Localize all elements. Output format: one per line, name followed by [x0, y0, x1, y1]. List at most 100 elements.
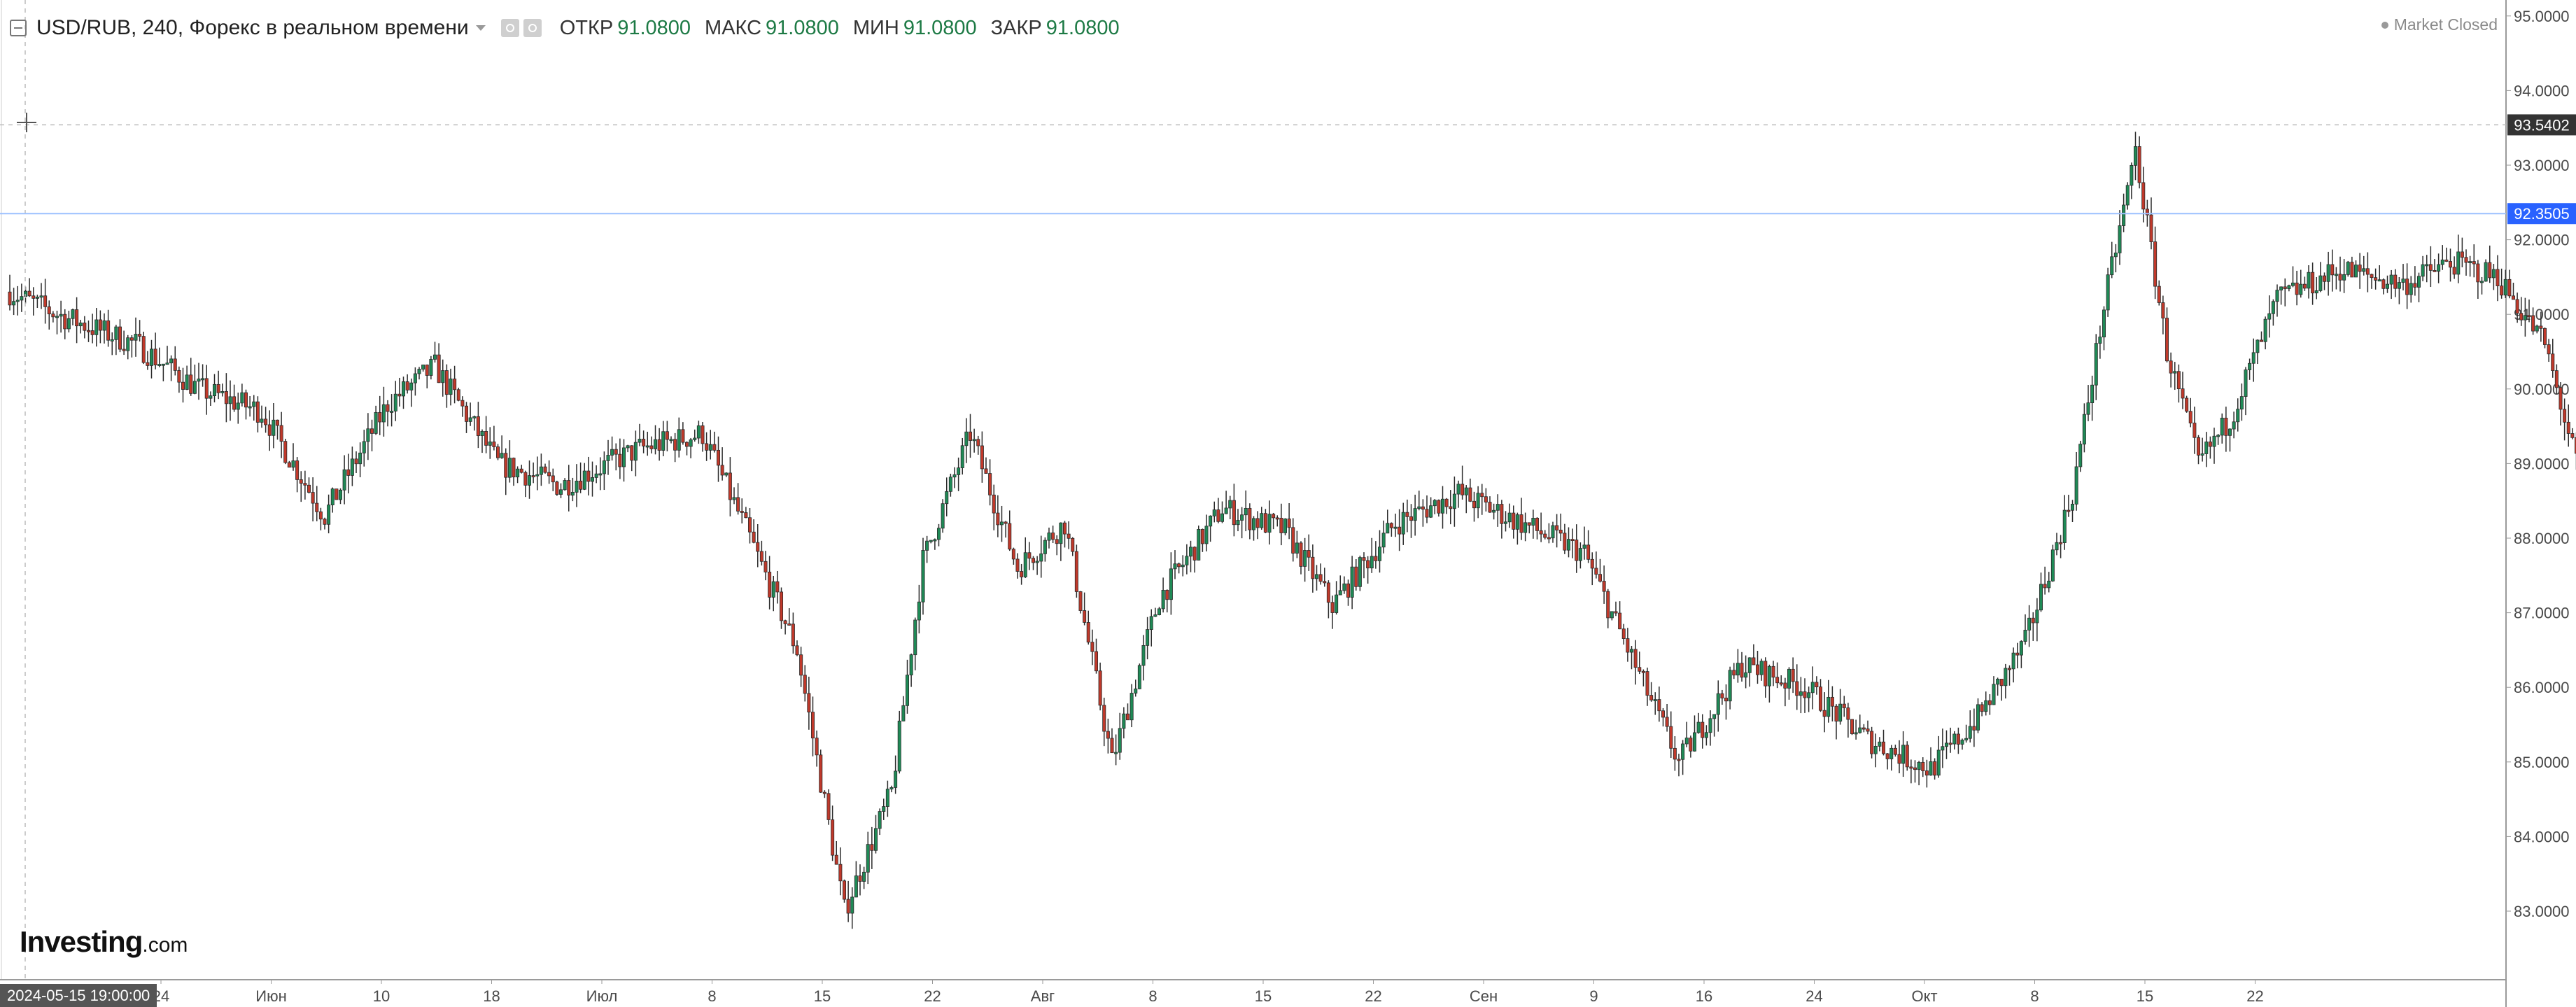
- candle-up: [1267, 514, 1272, 533]
- candle-down: [1740, 663, 1744, 678]
- candle-down: [2460, 251, 2464, 258]
- x-tick-label: 16: [1696, 987, 1712, 1005]
- candle-down: [858, 875, 862, 882]
- candle-down: [2365, 268, 2370, 275]
- plot-area[interactable]: [0, 0, 2506, 980]
- candle-up: [1551, 525, 1555, 539]
- candle-up: [1507, 512, 1512, 523]
- candle-down: [1055, 539, 1059, 544]
- chevron-down-icon[interactable]: [475, 25, 486, 31]
- candle-up: [2070, 503, 2075, 511]
- candle-down: [75, 309, 79, 327]
- candle-down: [1602, 581, 1606, 592]
- candle-down: [779, 591, 784, 621]
- candle-up: [468, 417, 472, 422]
- candle-up: [2004, 668, 2008, 686]
- candle-down: [2188, 411, 2193, 423]
- candle-down: [1732, 670, 1736, 676]
- candle-down: [279, 425, 283, 442]
- candle-down: [2381, 279, 2386, 289]
- candle-up: [291, 460, 295, 468]
- candle-up: [1161, 589, 1165, 610]
- candle-down: [1409, 516, 1414, 521]
- candle-down: [2405, 279, 2409, 295]
- candle-down: [1590, 558, 1594, 569]
- candle-down: [996, 512, 1000, 526]
- ohlc-close-label: ЗАКР: [990, 16, 1042, 39]
- candle-up: [1220, 513, 1225, 522]
- settings-icon[interactable]: [500, 19, 519, 37]
- candle-down: [846, 899, 850, 914]
- candle-down: [1771, 666, 1775, 678]
- candle-up: [55, 316, 59, 318]
- candle-up: [327, 505, 331, 525]
- candle-down: [287, 462, 291, 468]
- candle-up: [1047, 533, 1051, 541]
- candle-down: [129, 337, 134, 341]
- x-tick-label: 10: [373, 987, 390, 1005]
- candle-up: [2082, 414, 2086, 445]
- candle-down: [519, 468, 523, 473]
- candle-down: [275, 419, 280, 426]
- candle-down: [1062, 522, 1067, 535]
- candle-down: [397, 393, 402, 397]
- x-tick-label: 9: [1589, 987, 1598, 1005]
- candle-down: [437, 354, 441, 383]
- candle-up: [1429, 505, 1433, 518]
- candle-down: [2169, 360, 2173, 374]
- candle-up: [1260, 513, 1264, 528]
- candle-up: [1401, 512, 1405, 535]
- candle-up: [1759, 661, 1764, 675]
- candle-down: [2031, 617, 2035, 624]
- candle-down: [1669, 726, 1673, 749]
- candle-up: [999, 521, 1004, 526]
- candle-up: [1873, 745, 1878, 754]
- visibility-icon[interactable]: [523, 19, 542, 37]
- candle-up: [2401, 279, 2405, 283]
- candle-down: [618, 453, 622, 467]
- candle-up: [2220, 417, 2224, 436]
- candle-down: [318, 511, 323, 520]
- candle-down: [1677, 759, 1681, 761]
- candle-down: [106, 320, 111, 341]
- symbol-title[interactable]: USD/RUB, 240, Форекс в реальном времени: [36, 16, 469, 39]
- y-tick-label: 85.0000: [2514, 754, 2570, 771]
- candle-down: [2350, 262, 2354, 278]
- candle-down: [98, 319, 102, 331]
- candle-up: [240, 392, 244, 404]
- x-tick-label: 22: [924, 987, 941, 1005]
- candle-up: [1681, 743, 1685, 760]
- candle-down: [118, 326, 122, 350]
- candle-down: [1594, 568, 1598, 575]
- candle-up: [2385, 283, 2390, 289]
- candle-up: [421, 365, 425, 369]
- candle-up: [2074, 466, 2078, 505]
- candle-up: [862, 871, 866, 882]
- candle-down: [768, 572, 772, 598]
- candle-down: [992, 494, 996, 514]
- candle-down: [1318, 574, 1323, 582]
- candle-up: [708, 444, 712, 451]
- candle-up: [401, 381, 406, 397]
- candle-down: [2224, 417, 2228, 436]
- candle-down: [2149, 214, 2153, 242]
- candle-up: [575, 480, 579, 493]
- candle-down: [2566, 421, 2570, 434]
- candle-down: [267, 424, 272, 436]
- candle-down: [657, 439, 661, 451]
- candle-down: [586, 470, 591, 482]
- candle-down: [752, 531, 756, 543]
- candle-up: [2307, 272, 2311, 289]
- candle-up: [2216, 435, 2220, 437]
- y-tick-label: 89.0000: [2514, 455, 2570, 472]
- candle-up: [1039, 553, 1043, 562]
- candle-up: [2397, 282, 2401, 289]
- candle-up: [948, 477, 952, 492]
- candle-up: [126, 337, 130, 351]
- candle-down: [512, 458, 516, 478]
- candle-down: [2208, 442, 2212, 447]
- collapse-legend-icon[interactable]: [10, 20, 27, 36]
- candle-up: [696, 425, 701, 439]
- candle-down: [323, 519, 327, 525]
